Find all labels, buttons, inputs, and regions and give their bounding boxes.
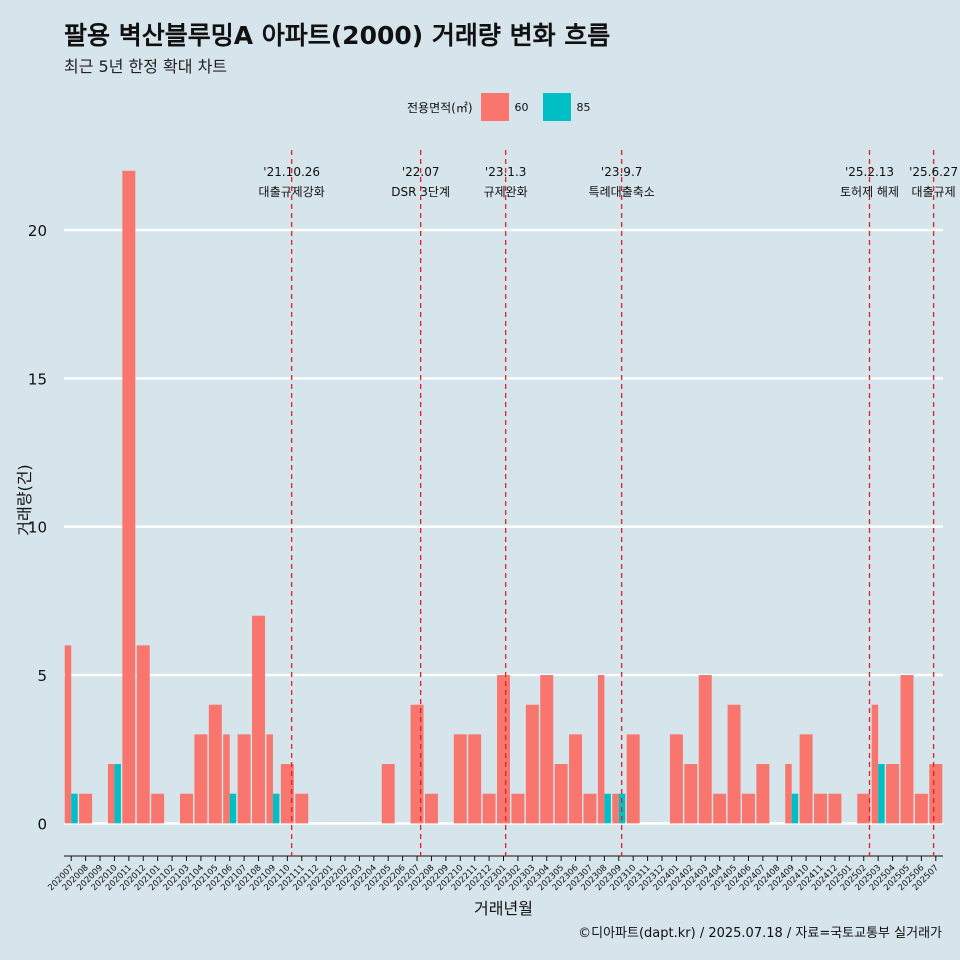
bar-85-202503 <box>878 764 885 824</box>
bar-60-202101 <box>151 793 165 824</box>
bar-85-202109 <box>272 793 280 824</box>
bar-85-202007 <box>71 793 78 824</box>
bar-60-202505 <box>900 675 914 824</box>
bar-60-202301 <box>497 675 510 824</box>
legend-label-60: 60 <box>514 100 529 114</box>
bar-60-202412 <box>828 793 842 824</box>
x-axis-title: 거래년월 <box>474 899 533 918</box>
chart-caption: ©디아파트(dapt.kr) / 2025.07.18 / 자료=국토교통부 실… <box>578 926 942 941</box>
event-date-label: '21.10.26 <box>263 165 320 179</box>
legend: 전용면적(㎡) 60 85 <box>407 93 605 121</box>
legend-key-60 <box>480 93 509 121</box>
y-tick-label: 20 <box>28 222 47 240</box>
bar-60-202502 <box>857 793 871 824</box>
bar-60-202207 <box>410 704 424 824</box>
bar-85-202010 <box>114 764 121 824</box>
bar-60-202309 <box>612 793 619 824</box>
legend-label-85: 85 <box>576 100 591 114</box>
bar-85-202409 <box>791 793 799 824</box>
bar-60-202104 <box>194 734 208 824</box>
bar-60-202304 <box>540 675 554 824</box>
bar-60-202111 <box>295 793 309 824</box>
event-date-label: '22.07 <box>402 165 440 179</box>
legend-item-85: 85 <box>542 93 595 121</box>
y-tick-label: 5 <box>37 667 47 685</box>
legend-key-85 <box>542 93 571 121</box>
bar-60-202306 <box>569 734 583 824</box>
bar-60-202407 <box>756 764 770 824</box>
event-date-label: '25.2.13 <box>845 165 894 179</box>
bar-60-202103 <box>179 793 193 824</box>
bar-60-202107 <box>237 734 251 824</box>
bar-60-202411 <box>814 793 828 824</box>
bar-60-202307 <box>583 793 597 824</box>
bar-60-202205 <box>381 764 395 824</box>
bar-60-202310 <box>626 734 640 824</box>
y-tick-label: 15 <box>28 370 47 388</box>
event-name-label: DSR 3단계 <box>391 185 450 199</box>
bar-60-202106 <box>223 734 230 824</box>
bar-60-202110 <box>280 764 294 824</box>
bar-60-202010 <box>107 764 115 824</box>
bar-60-202404 <box>713 793 727 824</box>
legend-item-60: 60 <box>480 93 533 121</box>
bar-60-202305 <box>554 764 568 824</box>
event-name-label: 대출규제 <box>912 185 956 199</box>
event-name-label: 규제완화 <box>484 185 528 199</box>
y-tick-label: 10 <box>28 519 47 537</box>
bar-60-202108 <box>252 615 266 824</box>
bar-60-202105 <box>208 704 222 824</box>
chart-title: 팔용 벽산블루밍A 아파트(2000) 거래량 변화 흐름 <box>64 21 611 50</box>
event-date-label: '23.9.7 <box>601 165 642 179</box>
bar-60-202406 <box>741 793 755 824</box>
event-date-label: '23.1.3 <box>485 165 526 179</box>
bar-60-202308 <box>597 675 605 824</box>
bar-60-202403 <box>698 675 712 824</box>
legend-title: 전용면적(㎡) <box>407 100 473 115</box>
event-name-label: 특례대출축소 <box>589 185 655 199</box>
bar-60-202401 <box>669 734 683 824</box>
bar-60-202410 <box>799 734 813 824</box>
bar-60-202506 <box>914 793 928 824</box>
event-name-label: 대출규제강화 <box>259 185 325 199</box>
y-tick-label: 0 <box>37 815 47 833</box>
bar-60-202303 <box>525 704 539 824</box>
bar-60-202302 <box>511 793 525 824</box>
event-date-label: '25.6.27 <box>909 165 958 179</box>
bar-60-202011 <box>122 170 136 824</box>
bar-60-202012 <box>136 645 150 824</box>
bar-60-202212 <box>482 793 496 824</box>
bar-60-202507 <box>929 764 943 824</box>
bar-60-202504 <box>886 764 900 824</box>
bar-60-202405 <box>727 704 741 824</box>
bar-60-202208 <box>424 793 438 824</box>
bar-60-202008 <box>79 793 93 824</box>
y-axis-title: 거래량(건) <box>15 464 34 535</box>
bar-60-202007 <box>64 645 72 824</box>
bar-60-202402 <box>684 764 698 824</box>
event-name-label: 토허제 해제 <box>840 185 899 199</box>
bar-60-202109 <box>266 734 273 824</box>
bar-85-202308 <box>604 793 611 824</box>
bar-60-202210 <box>453 734 467 824</box>
chart-subtitle: 최근 5년 한정 확대 차트 <box>64 57 228 76</box>
bar-85-202106 <box>229 793 237 824</box>
bar-60-202503 <box>871 704 879 824</box>
bar-60-202211 <box>468 734 482 824</box>
bar-60-202409 <box>785 764 792 824</box>
